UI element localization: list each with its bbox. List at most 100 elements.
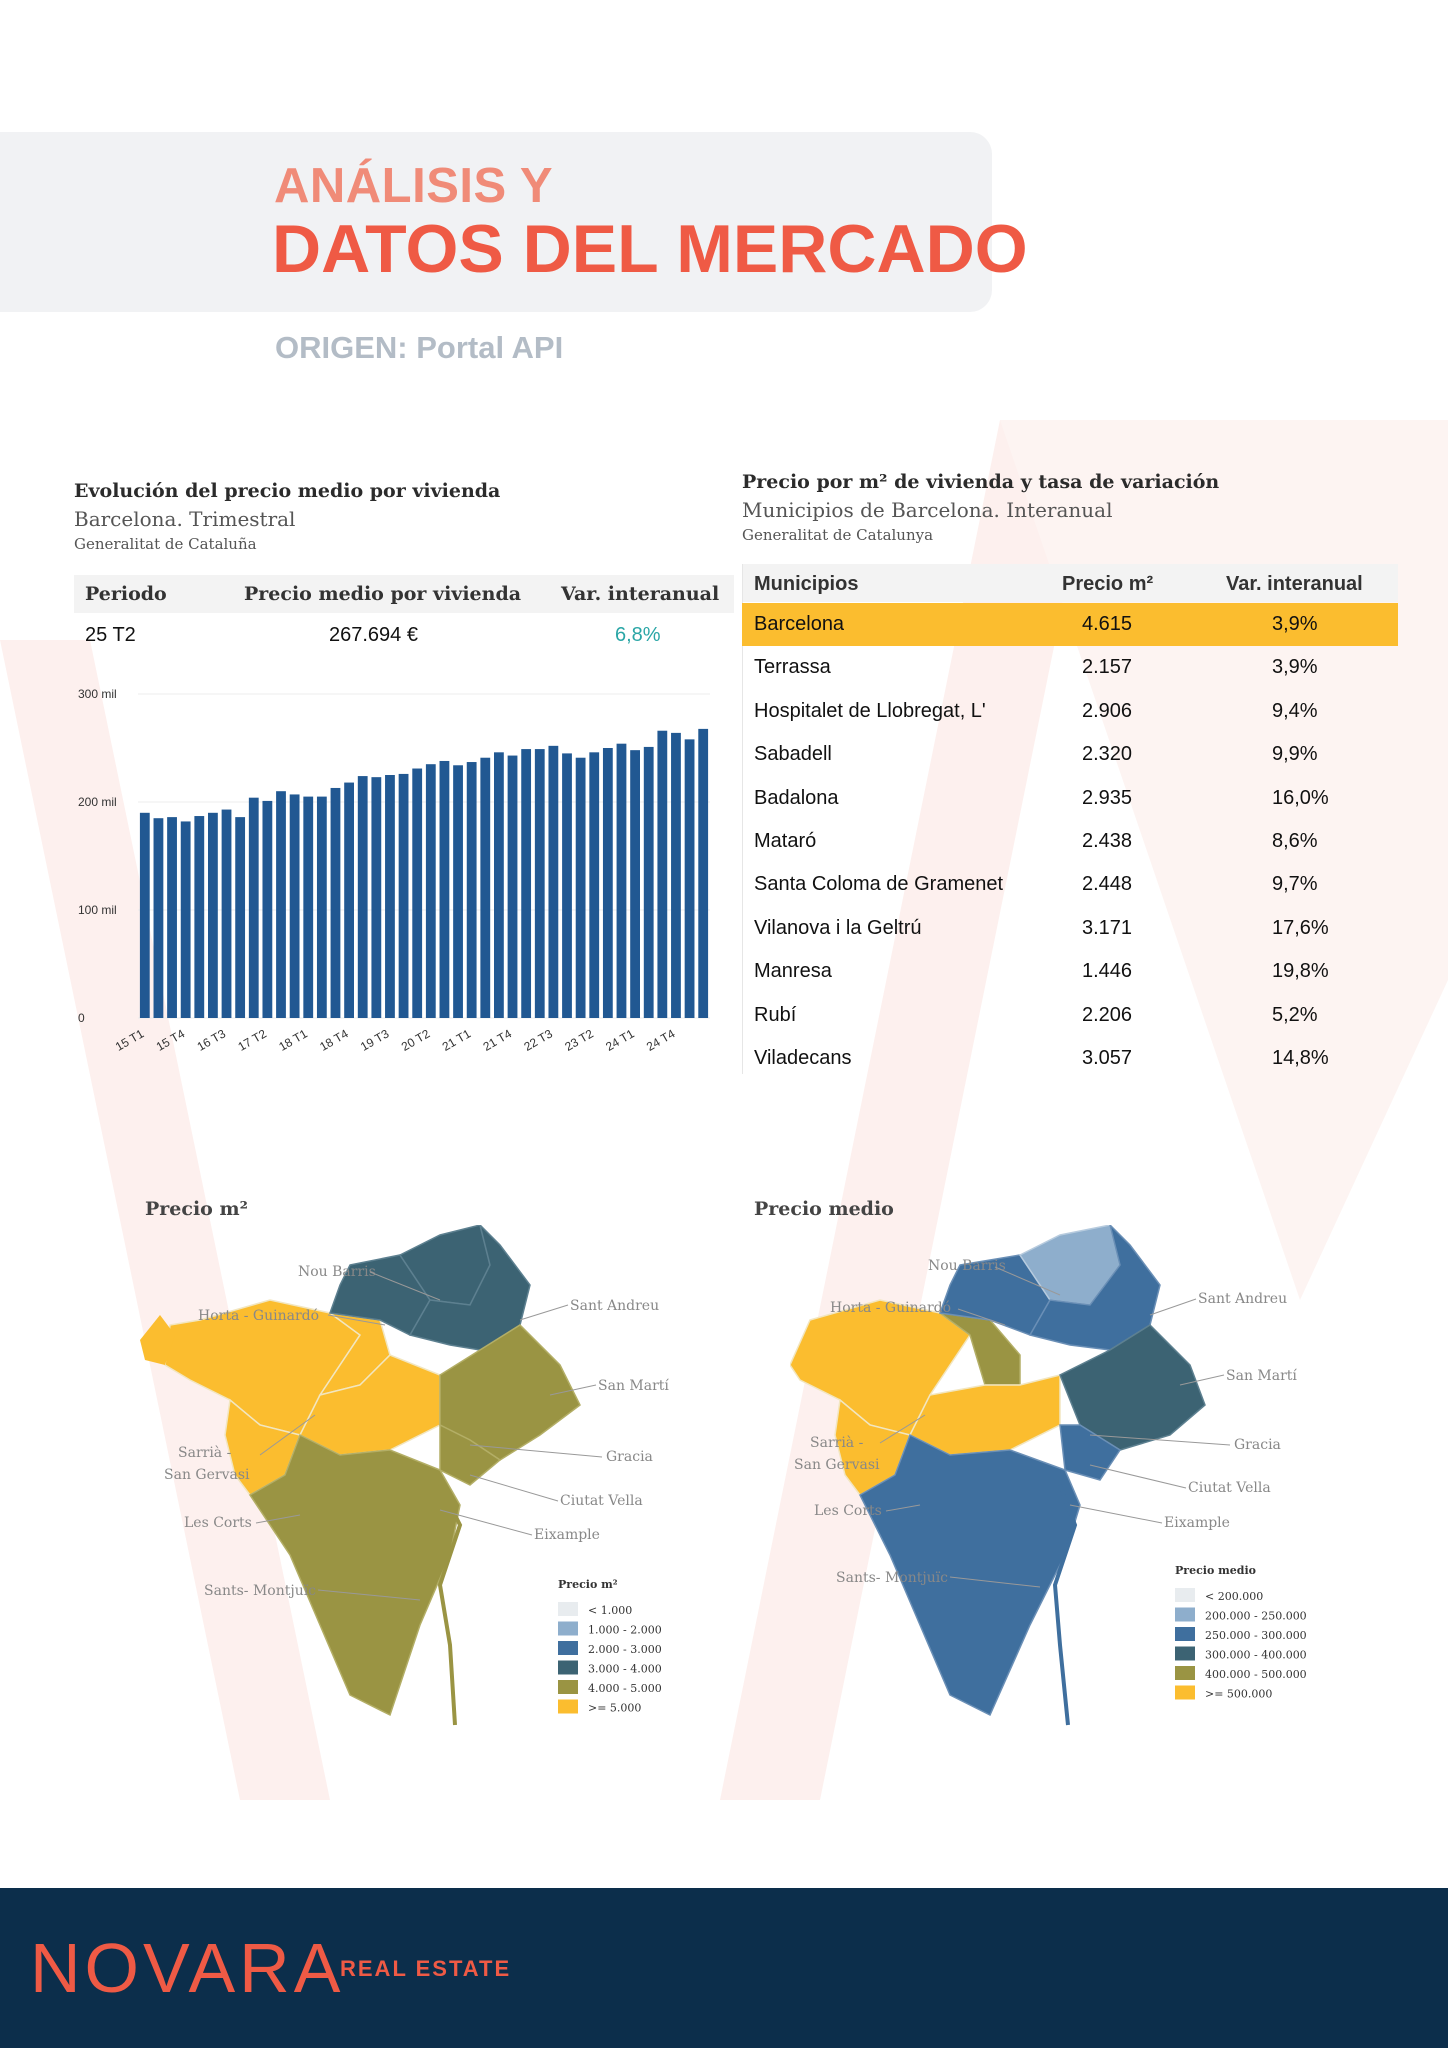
- legend-label: 300.000 - 400.000: [1205, 1649, 1307, 1662]
- x-tick-label: 17 T2: [235, 1026, 269, 1054]
- label-eixample: Eixample: [534, 1527, 600, 1543]
- bar: [139, 812, 150, 1018]
- municipio-price: 3.057: [1082, 1047, 1133, 1069]
- bar: [357, 776, 368, 1018]
- label-sarria-1: Sarrià -: [810, 1434, 864, 1451]
- bar: [657, 730, 668, 1018]
- municipio-row: Badalona 2.935 16,0%: [742, 777, 1398, 820]
- x-tick-label: 18 T1: [276, 1026, 310, 1054]
- municipio-row: Rubí 2.206 5,2%: [742, 994, 1398, 1037]
- bar: [548, 745, 559, 1018]
- municipio-price: 4.615: [1082, 613, 1133, 635]
- x-tick-label: 18 T4: [317, 1026, 351, 1054]
- label-sarria-2: San Gervasi: [164, 1467, 250, 1483]
- municipio-variation: 3,9%: [1272, 656, 1318, 679]
- bar: [221, 809, 232, 1018]
- district-sant-andreu: [408, 1225, 531, 1351]
- bar: [316, 796, 327, 1018]
- legend-swatch: [1175, 1685, 1195, 1700]
- label-les-corts: Les Corts: [184, 1515, 252, 1531]
- x-tick-label: 21 T4: [481, 1026, 515, 1054]
- bar: [671, 732, 681, 1018]
- municipio-row: Hospitalet de Llobregat, L' 2.906 9,4%: [742, 690, 1398, 733]
- header-municipios: Municipios: [754, 573, 859, 595]
- legend-label: 2.000 - 3.000: [588, 1643, 662, 1656]
- label-eixample: Eixample: [1164, 1515, 1230, 1531]
- label-horta: Horta - Guinardó: [830, 1300, 951, 1316]
- legend-swatch: [558, 1641, 578, 1655]
- bar: [534, 749, 545, 1018]
- municipio-variation: 19,8%: [1272, 960, 1329, 983]
- municipio-row: Terrassa 2.157 3,9%: [742, 646, 1398, 689]
- municipio-row: Sabadell 2.320 9,9%: [742, 733, 1398, 776]
- bar: [507, 755, 518, 1018]
- municipio-variation: 9,9%: [1272, 743, 1318, 766]
- bar: [330, 787, 341, 1018]
- bar: [235, 817, 246, 1018]
- legend-swatch: [1175, 1627, 1195, 1641]
- header-banner: [0, 132, 992, 312]
- municipio-variation: 16,0%: [1272, 786, 1329, 809]
- bar: [412, 768, 423, 1018]
- header-var-interanual: Var. interanual: [561, 583, 720, 605]
- label-sants: Sants- Montjuïc: [836, 1570, 948, 1586]
- district-ciutat-vella: [1059, 1424, 1122, 1481]
- municipio-variation: 5,2%: [1272, 1003, 1318, 1026]
- municipio-row: Viladecans 3.057 14,8%: [742, 1037, 1398, 1080]
- legend-swatch: [1175, 1646, 1195, 1661]
- bar: [303, 796, 314, 1018]
- legend-swatch: [1175, 1607, 1195, 1622]
- bar: [276, 791, 286, 1018]
- map2-legend: Precio medio < 200.000 200.000 - 250.000 25…: [1175, 1564, 1307, 1701]
- y-tick-label: 0: [78, 1011, 85, 1025]
- legend-label: 4.000 - 5.000: [588, 1682, 662, 1695]
- legend-label: 3.000 - 4.000: [588, 1663, 662, 1676]
- bar: [167, 817, 177, 1018]
- bar: [194, 816, 205, 1018]
- price-table-row: 25 T2 267.694 € 6,8%: [74, 614, 734, 656]
- municipio-name: Manresa: [754, 960, 832, 983]
- leader-lines: [255, 1271, 603, 1601]
- bar: [643, 746, 654, 1018]
- brand-logo: NOVARA: [30, 1929, 345, 2007]
- municipio-name: Mataró: [754, 830, 817, 852]
- port-line: [1052, 1484, 1078, 1726]
- municipio-row: Barcelona 4.615 3,9%: [742, 603, 1398, 646]
- municipio-variation: 14,8%: [1272, 1047, 1329, 1069]
- bar: [521, 749, 532, 1018]
- legend-title: Precio medio: [1175, 1564, 1256, 1577]
- municipio-price: 2.157: [1082, 656, 1133, 679]
- price-value: 267.694 €: [329, 624, 418, 646]
- bar: [616, 743, 627, 1018]
- district-sarria-tip: [140, 1315, 175, 1365]
- municipio-name: Badalona: [754, 786, 839, 809]
- label-sants: Sants- Montjuïc: [204, 1583, 316, 1599]
- legend-swatch: [558, 1699, 578, 1714]
- bar: [180, 821, 191, 1018]
- bar: [575, 757, 586, 1018]
- legend-label: >= 5.000: [588, 1702, 641, 1715]
- x-tick-label: 24 T1: [603, 1026, 637, 1054]
- brand-tagline: REAL ESTATE: [340, 1956, 512, 1981]
- variation-value: 6,8%: [615, 624, 661, 646]
- municipio-name: Viladecans: [754, 1047, 852, 1069]
- price-chart-subtitle: Barcelona. Trimestral: [74, 507, 296, 531]
- bar: [248, 797, 259, 1018]
- y-tick-label: 200 mil: [78, 795, 117, 809]
- map1-title: Precio m²: [145, 1198, 248, 1220]
- district-sant-andreu: [1028, 1225, 1161, 1351]
- district-labels: Nou Barris Horta - Guinardó Sant Andreu …: [164, 1264, 669, 1599]
- municipios-subtitle: Municipios de Barcelona. Interanual: [742, 498, 1113, 522]
- price-chart-title: Evolución del precio medio por vivienda: [74, 480, 501, 502]
- label-sant-marti: San Martí: [598, 1378, 669, 1394]
- municipio-price: 2.448: [1082, 873, 1133, 896]
- label-ciutat-vella: Ciutat Vella: [1188, 1480, 1271, 1496]
- bar: [153, 818, 164, 1018]
- municipio-price: 2.438: [1082, 830, 1133, 852]
- bar: [630, 750, 640, 1018]
- price-bar-chart: 0 100 mil 200 mil 300 mil 15 T1 15 T4 16 T3 17…: [78, 687, 710, 1054]
- bar: [698, 728, 709, 1018]
- x-tick-label: 21 T1: [440, 1026, 474, 1054]
- x-tick-label: 15 T1: [113, 1026, 147, 1054]
- municipio-name: Terrassa: [754, 656, 831, 679]
